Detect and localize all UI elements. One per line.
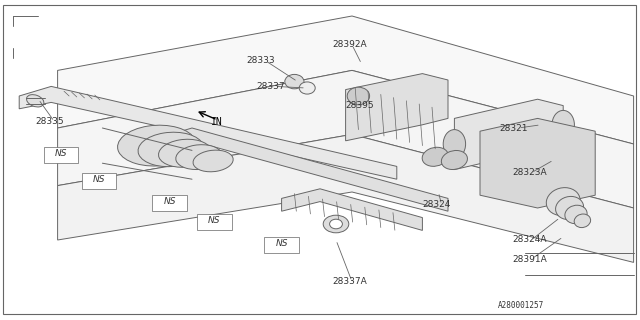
FancyBboxPatch shape [44,147,78,163]
Text: 28323A: 28323A [512,168,547,177]
FancyBboxPatch shape [152,195,187,211]
Text: A280001257: A280001257 [498,301,544,310]
Text: 28324: 28324 [422,200,451,209]
Ellipse shape [138,132,204,167]
Ellipse shape [565,205,587,224]
FancyBboxPatch shape [197,214,232,230]
Text: NS: NS [275,239,288,248]
Ellipse shape [159,139,211,167]
Ellipse shape [26,95,44,107]
Ellipse shape [285,75,304,89]
Ellipse shape [330,219,342,229]
Text: 28337A: 28337A [333,277,367,286]
Ellipse shape [193,150,233,172]
Ellipse shape [442,150,467,170]
Polygon shape [58,16,634,144]
Text: IN: IN [211,116,223,127]
Text: 28337: 28337 [256,82,285,91]
Text: 28324A: 28324A [512,236,547,244]
Text: NS: NS [163,197,176,206]
Text: 28321: 28321 [499,124,528,132]
Ellipse shape [300,82,315,94]
Text: 28333: 28333 [246,56,275,65]
FancyBboxPatch shape [264,237,299,253]
Polygon shape [160,128,448,211]
Text: 28391A: 28391A [512,255,547,264]
Polygon shape [58,134,634,262]
Ellipse shape [348,87,370,105]
Text: NS: NS [208,216,221,225]
Text: NS: NS [54,149,67,158]
Polygon shape [480,118,595,208]
Ellipse shape [574,214,591,228]
Ellipse shape [422,147,448,166]
Text: NS: NS [93,175,106,184]
Ellipse shape [547,188,580,216]
Text: 28392A: 28392A [333,40,367,49]
Polygon shape [346,74,448,141]
Polygon shape [58,70,634,208]
Polygon shape [282,189,422,230]
Ellipse shape [176,145,222,170]
Text: 28335: 28335 [35,117,64,126]
Ellipse shape [323,215,349,233]
Ellipse shape [556,196,584,220]
Ellipse shape [552,110,575,139]
Ellipse shape [118,125,196,166]
Polygon shape [19,86,397,179]
Ellipse shape [443,130,466,158]
Polygon shape [454,99,563,170]
Text: 28395: 28395 [346,101,374,110]
FancyBboxPatch shape [82,173,116,189]
